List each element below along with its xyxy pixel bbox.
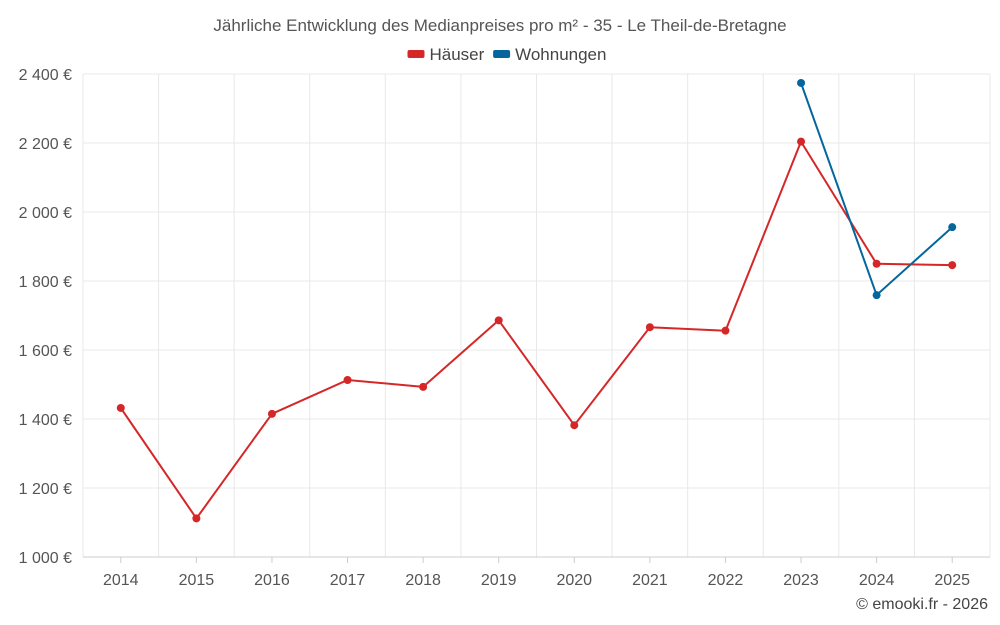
data-point[interactable] <box>494 316 503 325</box>
y-tick-label: 1 400 € <box>19 412 72 429</box>
x-tick-label: 2021 <box>632 572 668 589</box>
x-tick-label: 2025 <box>934 572 970 589</box>
series-2 <box>797 78 957 300</box>
y-tick-label: 1 000 € <box>19 550 72 567</box>
x-tick-label: 2020 <box>556 572 592 589</box>
data-point[interactable] <box>872 259 881 268</box>
series-group <box>116 78 957 523</box>
x-tick-label: 2018 <box>405 572 441 589</box>
y-tick-label: 1 200 € <box>19 481 72 498</box>
data-point[interactable] <box>343 376 352 385</box>
credit-text: © emooki.fr - 2026 <box>856 596 988 613</box>
x-tick-label: 2019 <box>481 572 517 589</box>
x-tick-label: 2014 <box>103 572 139 589</box>
data-point[interactable] <box>872 291 881 300</box>
data-point[interactable] <box>797 78 806 87</box>
legend-label: Häuser <box>430 45 485 64</box>
grid <box>82 73 991 558</box>
legend-swatch <box>407 50 425 58</box>
data-point[interactable] <box>645 323 654 332</box>
x-tick-label: 2015 <box>179 572 215 589</box>
axes: 1 000 € 1 200 € 1 400 € 1 600 € 1 800 € 2 000… <box>19 67 990 589</box>
x-tick-label: 2024 <box>859 572 895 589</box>
legend[interactable]: Häuser Wohnungen <box>407 45 607 64</box>
x-tick-label: 2023 <box>783 572 819 589</box>
series-line <box>119 140 953 520</box>
legend-item[interactable]: Wohnungen <box>493 45 606 64</box>
data-point[interactable] <box>721 326 730 335</box>
y-tick-label: 2 200 € <box>19 136 72 153</box>
data-point[interactable] <box>948 223 957 232</box>
x-tick-label: 2022 <box>708 572 744 589</box>
y-tick-label: 1 600 € <box>19 343 72 360</box>
legend-label: Wohnungen <box>515 45 606 64</box>
data-point[interactable] <box>267 409 276 418</box>
y-tick-label: 2 000 € <box>19 205 72 222</box>
legend-item[interactable]: Häuser <box>407 45 485 64</box>
series-1 <box>116 137 957 523</box>
chart-title: Jährliche Entwicklung des Medianpreises … <box>213 16 786 35</box>
data-point[interactable] <box>570 421 579 430</box>
data-point[interactable] <box>116 403 125 412</box>
x-tick-label: 2017 <box>330 572 366 589</box>
y-tick-label: 1 800 € <box>19 274 72 291</box>
legend-swatch <box>493 50 511 58</box>
data-point[interactable] <box>192 514 201 523</box>
data-point[interactable] <box>419 382 428 391</box>
y-tick-label: 2 400 € <box>19 67 72 84</box>
data-point[interactable] <box>797 137 806 146</box>
x-tick-label: 2016 <box>254 572 290 589</box>
data-point[interactable] <box>948 261 957 270</box>
